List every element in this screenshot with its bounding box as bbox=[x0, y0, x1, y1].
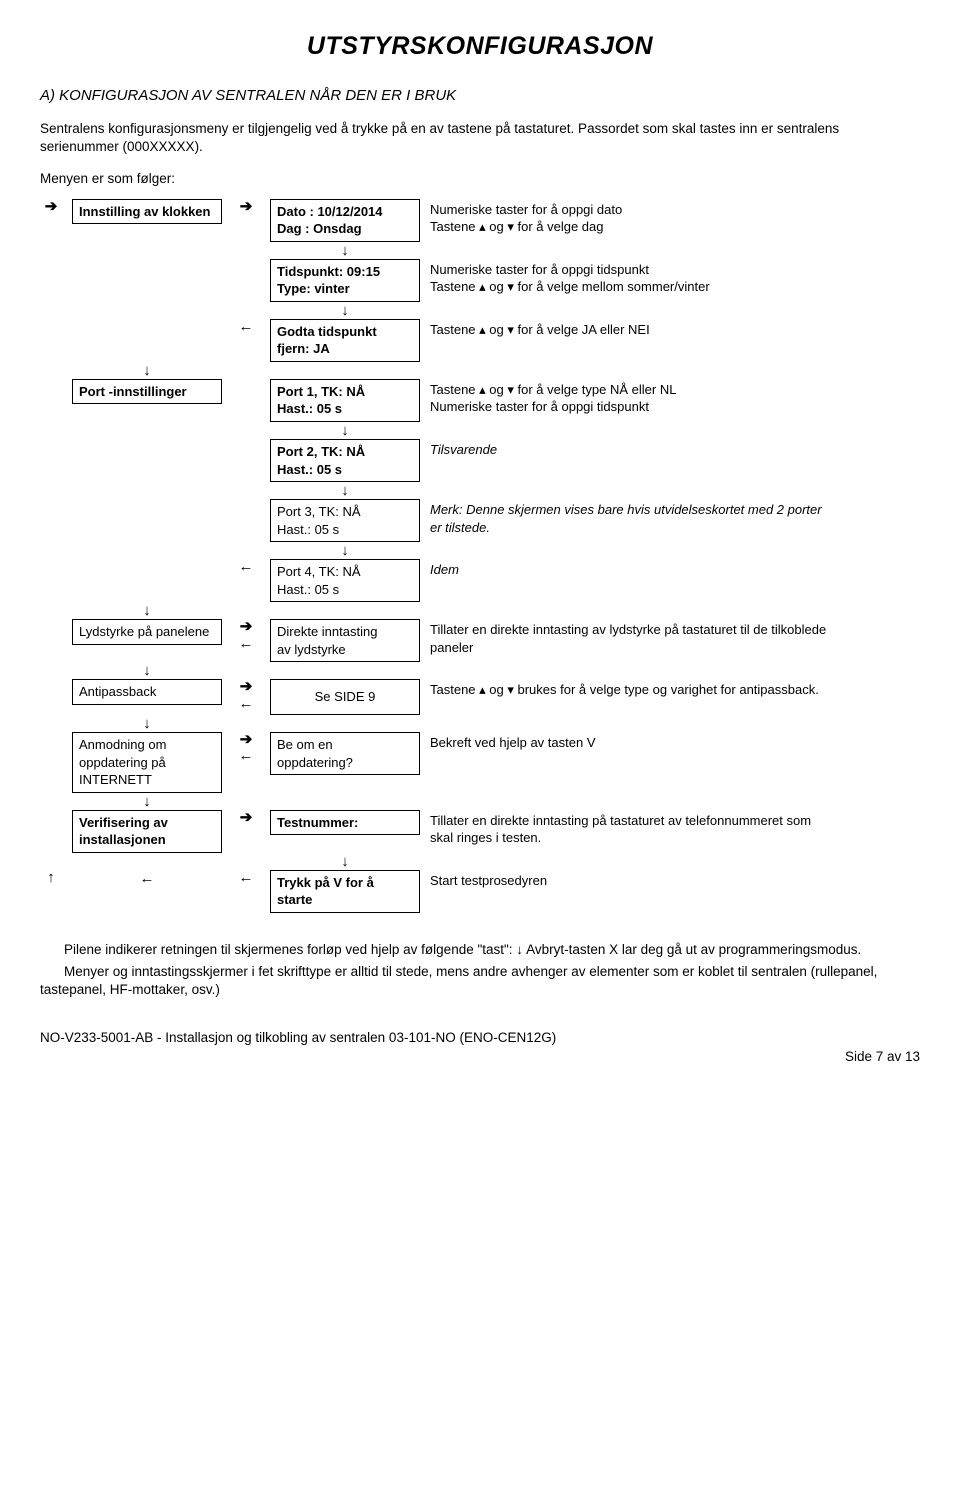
box-port3: Port 3, TK: NÅ Hast.: 05 s bbox=[270, 499, 420, 542]
desc-godta: Tastene ▴ og ▾ for å velge JA eller NEI bbox=[430, 319, 830, 339]
box-se-side9: Se SIDE 9 bbox=[270, 679, 420, 715]
doc-id-line: NO-V233-5001-AB - Installasjon og tilkob… bbox=[40, 1029, 920, 1047]
box-port2: Port 2, TK: NÅ Hast.: 05 s bbox=[270, 439, 420, 482]
section-prefix: A) bbox=[40, 87, 59, 104]
arrow-right-left-icon: ➔← bbox=[232, 679, 260, 712]
arrow-left-icon: ← bbox=[72, 870, 222, 887]
box-beom-l1: Be om en bbox=[277, 737, 333, 752]
box-port1-l2: Hast.: 05 s bbox=[277, 401, 342, 416]
arrow-left-icon: ← bbox=[232, 319, 260, 336]
box-innstilling: Innstilling av klokken bbox=[72, 199, 222, 225]
section-heading-text: KONFIGURASJON AV SENTRALEN NÅR DEN ER I … bbox=[59, 87, 456, 104]
intro-paragraph: Sentralens konfigurasjonsmeny er tilgjen… bbox=[40, 120, 920, 156]
arrow-right-icon: ➔ bbox=[232, 199, 260, 216]
box-port1-l1: Port 1, TK: NÅ bbox=[277, 384, 365, 399]
desc-direkte: Tillater en direkte inntasting av lydsty… bbox=[430, 619, 830, 656]
footer-paragraph-1: Pilene indikerer retningen til skjermene… bbox=[40, 941, 920, 959]
box-beom-l2: oppdatering? bbox=[277, 755, 353, 770]
box-port1: Port 1, TK: NÅ Hast.: 05 s bbox=[270, 379, 420, 422]
section-heading: A) KONFIGURASJON AV SENTRALEN NÅR DEN ER… bbox=[40, 86, 920, 106]
arrow-down-icon: ↓ bbox=[270, 242, 420, 259]
box-port3-l2: Hast.: 05 s bbox=[277, 522, 339, 537]
box-dato: Dato : 10/12/2014 Dag : Onsdag bbox=[270, 199, 420, 242]
box-dato-l1: Dato : 10/12/2014 bbox=[277, 204, 383, 219]
arrow-right-left-icon: ➔← bbox=[232, 732, 260, 765]
desc-beom: Bekreft ved hjelp av tasten V bbox=[430, 732, 830, 752]
arrow-down-icon: ↓ bbox=[72, 362, 222, 379]
arrow-right-icon: ➔ bbox=[232, 810, 260, 827]
arrow-up-icon: ↑ bbox=[40, 870, 62, 887]
menu-label: Menyen er som følger: bbox=[40, 170, 920, 188]
arrow-left-icon: ← bbox=[232, 870, 260, 887]
desc-port1: Tastene ▴ og ▾ for å velge type NÅ eller… bbox=[430, 379, 830, 416]
box-antipassback: Antipassback bbox=[72, 679, 222, 705]
page-title: UTSTYRSKONFIGURASJON bbox=[40, 30, 920, 64]
arrow-down-icon: ↓ bbox=[72, 662, 222, 679]
box-direkte-l1: Direkte inntasting bbox=[277, 624, 377, 639]
box-verifisering: Verifisering av installasjonen bbox=[72, 810, 222, 853]
arrow-down-icon: ↓ bbox=[72, 793, 222, 810]
menu-diagram: ➔ Innstilling av klokken ➔ Dato : 10/12/… bbox=[40, 199, 920, 913]
box-trykk-l2: starte bbox=[277, 892, 312, 907]
box-trykk-l1: Trykk på V for å bbox=[277, 875, 374, 890]
box-godta-l1: Godta tidspunkt bbox=[277, 324, 377, 339]
box-port-innstillinger: Port -innstillinger bbox=[72, 379, 222, 405]
box-godta: Godta tidspunkt fjern: JA bbox=[270, 319, 420, 362]
box-tidspunkt-l2: Type: vinter bbox=[277, 281, 350, 296]
box-direkte: Direkte inntasting av lydstyrke bbox=[270, 619, 420, 662]
arrow-down-icon: ↓ bbox=[72, 715, 222, 732]
footer-paragraph-2: Menyer og inntastingsskjermer i fet skri… bbox=[40, 963, 920, 999]
page-footer: NO-V233-5001-AB - Installasjon og tilkob… bbox=[40, 1029, 920, 1065]
box-anmodning: Anmodning om oppdatering på INTERNETT bbox=[72, 732, 222, 793]
box-port4-l1: Port 4, TK: NÅ bbox=[277, 564, 361, 579]
arrow-down-icon: ↓ bbox=[270, 542, 420, 559]
page-number: Side 7 av 13 bbox=[40, 1048, 920, 1066]
box-godta-l2: fjern: JA bbox=[277, 341, 330, 356]
box-beom: Be om en oppdatering? bbox=[270, 732, 420, 775]
desc-port4: Idem bbox=[430, 559, 830, 579]
arrow-down-icon: ↓ bbox=[72, 602, 222, 619]
box-port4-l2: Hast.: 05 s bbox=[277, 582, 339, 597]
desc-port3: Merk: Denne skjermen vises bare hvis utv… bbox=[430, 499, 830, 536]
desc-dato: Numeriske taster for å oppgi dato Tasten… bbox=[430, 199, 830, 236]
box-port3-l1: Port 3, TK: NÅ bbox=[277, 504, 361, 519]
arrow-down-icon: ↓ bbox=[270, 302, 420, 319]
arrow-right-icon: ➔ bbox=[40, 199, 62, 216]
arrow-down-icon: ↓ bbox=[270, 422, 420, 439]
desc-tidspunkt: Numeriske taster for å oppgi tidspunkt T… bbox=[430, 259, 830, 296]
desc-testnummer: Tillater en direkte inntasting på tastat… bbox=[430, 810, 830, 847]
desc-trykk: Start testprosedyren bbox=[430, 870, 830, 890]
arrow-left-icon: ← bbox=[232, 559, 260, 576]
box-port4: Port 4, TK: NÅ Hast.: 05 s bbox=[270, 559, 420, 602]
box-lydstyrke: Lydstyrke på panelene bbox=[72, 619, 222, 645]
box-port2-l2: Hast.: 05 s bbox=[277, 462, 342, 477]
box-trykk: Trykk på V for å starte bbox=[270, 870, 420, 913]
box-tidspunkt-l1: Tidspunkt: 09:15 bbox=[277, 264, 380, 279]
box-port2-l1: Port 2, TK: NÅ bbox=[277, 444, 365, 459]
desc-port2: Tilsvarende bbox=[430, 439, 830, 459]
desc-antipass: Tastene ▴ og ▾ brukes for å velge type o… bbox=[430, 679, 830, 699]
box-testnummer: Testnummer: bbox=[270, 810, 420, 836]
arrow-down-icon: ↓ bbox=[270, 853, 420, 870]
arrow-down-icon: ↓ bbox=[270, 482, 420, 499]
arrow-right-left-icon: ➔← bbox=[232, 619, 260, 652]
box-dato-l2: Dag : Onsdag bbox=[277, 221, 362, 236]
box-tidspunkt: Tidspunkt: 09:15 Type: vinter bbox=[270, 259, 420, 302]
box-direkte-l2: av lydstyrke bbox=[277, 642, 346, 657]
